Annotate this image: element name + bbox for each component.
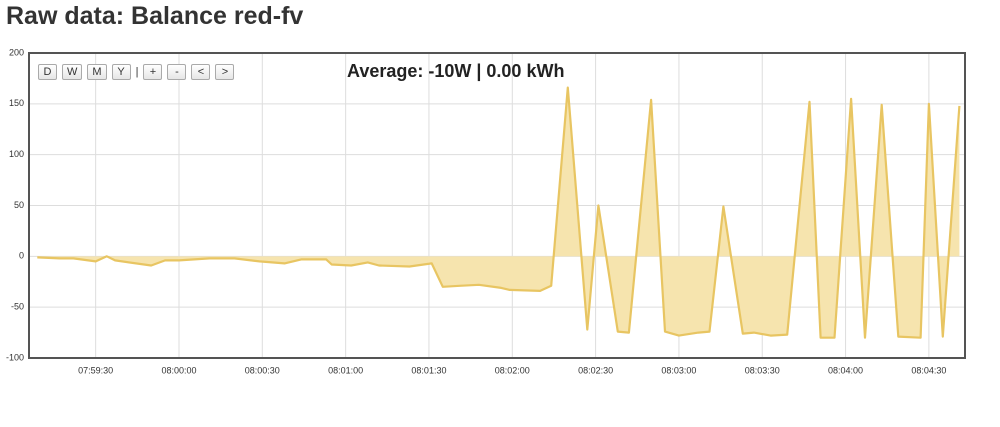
y-tick-label: 200: [9, 47, 24, 57]
y-tick-label: 0: [19, 251, 24, 261]
plot-frame: [28, 52, 966, 359]
y-tick-label: -100: [6, 352, 24, 362]
x-tick-label: 08:00:00: [161, 365, 196, 375]
x-tick-label: 08:03:00: [661, 365, 696, 375]
nav-button[interactable]: >: [215, 64, 235, 80]
x-tick-label: 08:03:30: [745, 365, 780, 375]
nav-button[interactable]: -: [167, 64, 187, 80]
range-button[interactable]: Y: [111, 64, 131, 80]
separator: |: [135, 66, 139, 78]
x-tick-label: 08:00:30: [245, 365, 280, 375]
toolbar: D W M Y | + - < >: [38, 64, 235, 80]
y-tick-label: 150: [9, 98, 24, 108]
x-tick-label: 08:01:00: [328, 365, 363, 375]
area-fill: [37, 87, 960, 338]
nav-button[interactable]: +: [143, 64, 163, 80]
range-button[interactable]: W: [62, 64, 83, 80]
y-tick-label: -50: [11, 302, 24, 312]
y-tick-label: 50: [14, 200, 24, 210]
x-tick-label: 08:01:30: [411, 365, 446, 375]
x-tick-label: 08:04:00: [828, 365, 863, 375]
x-tick-label: 08:02:00: [495, 365, 530, 375]
x-tick-label: 07:59:30: [78, 365, 113, 375]
x-tick-label: 08:02:30: [578, 365, 613, 375]
nav-button[interactable]: <: [191, 64, 211, 80]
average-annotation: Average: -10W | 0.00 kWh: [347, 61, 565, 81]
page-title: Raw data: Balance red-fv: [6, 2, 304, 30]
range-button[interactable]: D: [38, 64, 57, 80]
y-tick-label: 100: [9, 149, 24, 159]
range-button[interactable]: M: [87, 64, 107, 80]
data-line: [37, 86, 961, 339]
x-tick-label: 08:04:30: [911, 365, 946, 375]
